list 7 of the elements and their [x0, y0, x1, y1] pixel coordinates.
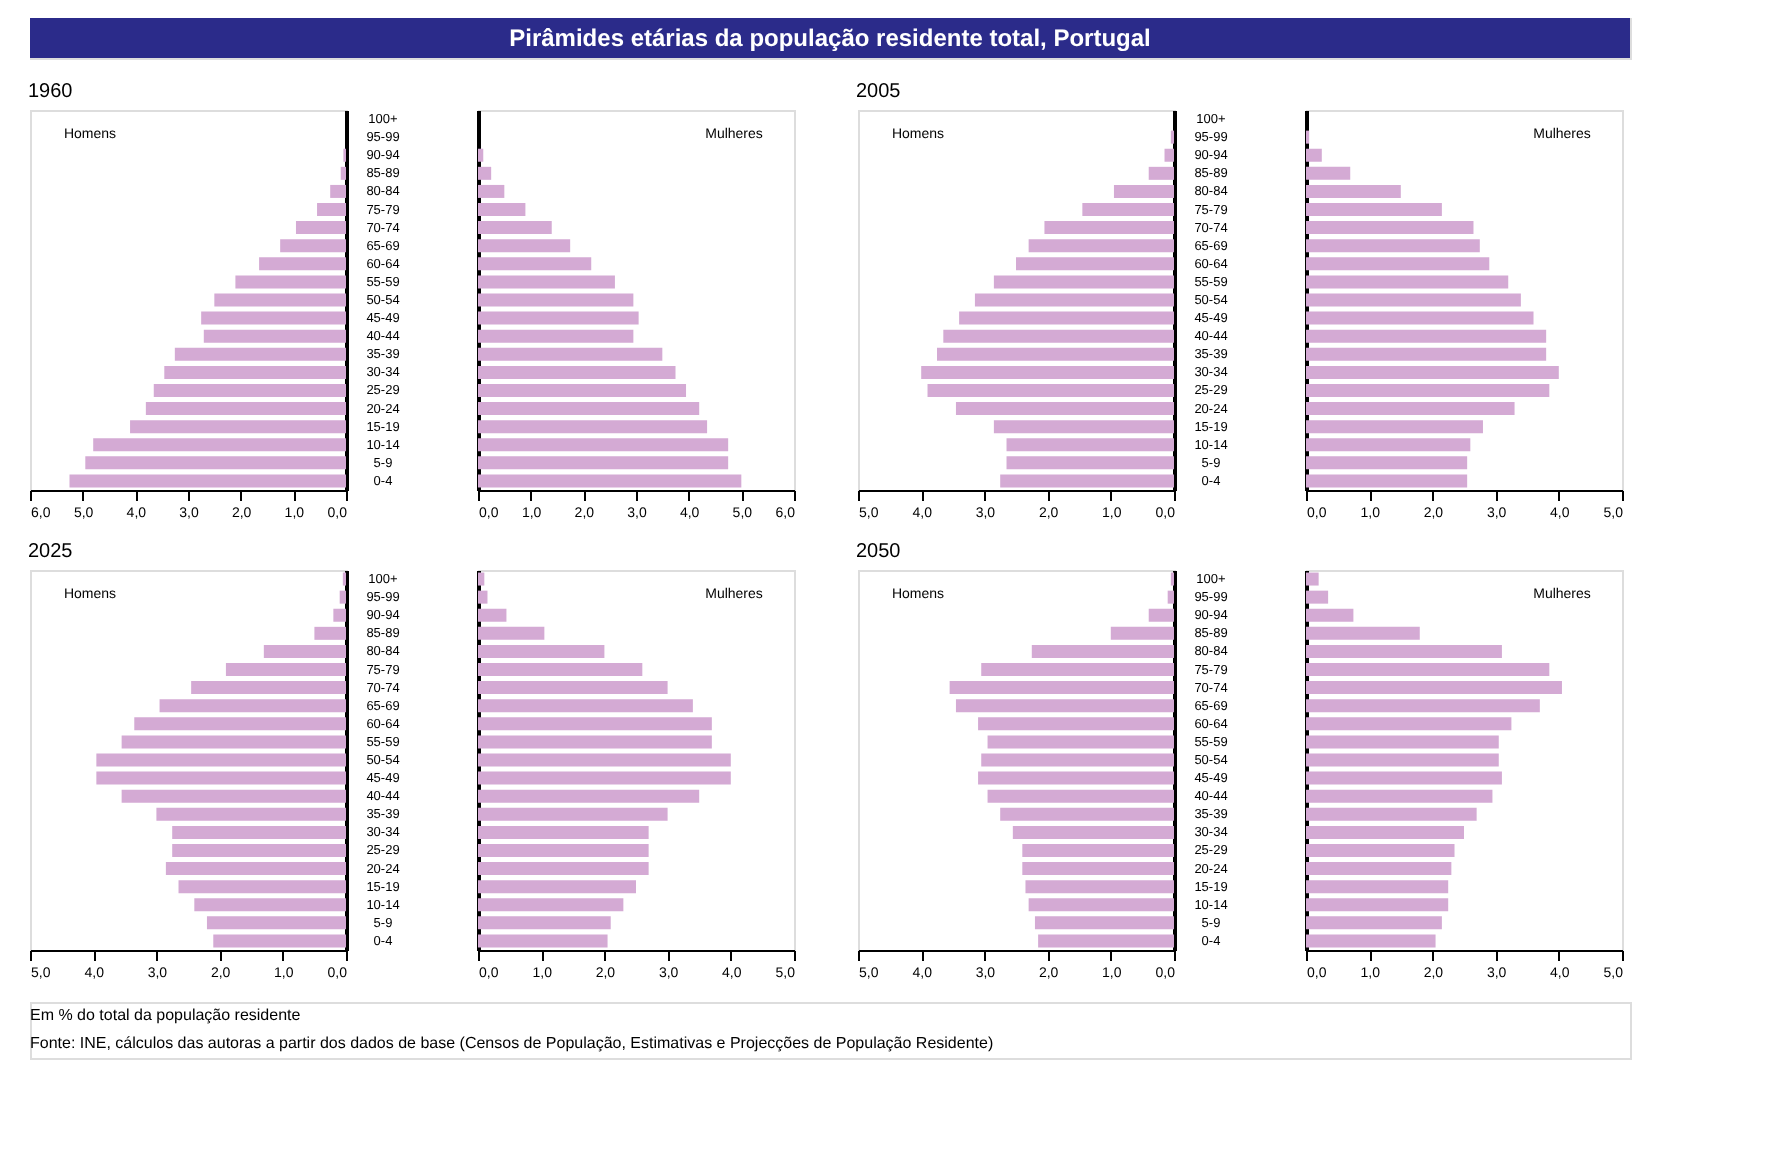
- text: Pirâmides etárias da população residente total, Portugal: [509, 24, 1151, 52]
- text: Em % do total da população residente: [30, 1006, 302, 1024]
- chart-title: 2005: [856, 81, 902, 103]
- source-note: Fonte: INE, cálculos das autoras a partir dos dados de base (Censos de População, Estimativas e Projecções de População Residente): [30, 1034, 994, 1052]
- chart-title: 2050: [856, 541, 902, 563]
- chart-title: 2025: [28, 541, 74, 563]
- chart-title: 1960: [28, 81, 74, 103]
